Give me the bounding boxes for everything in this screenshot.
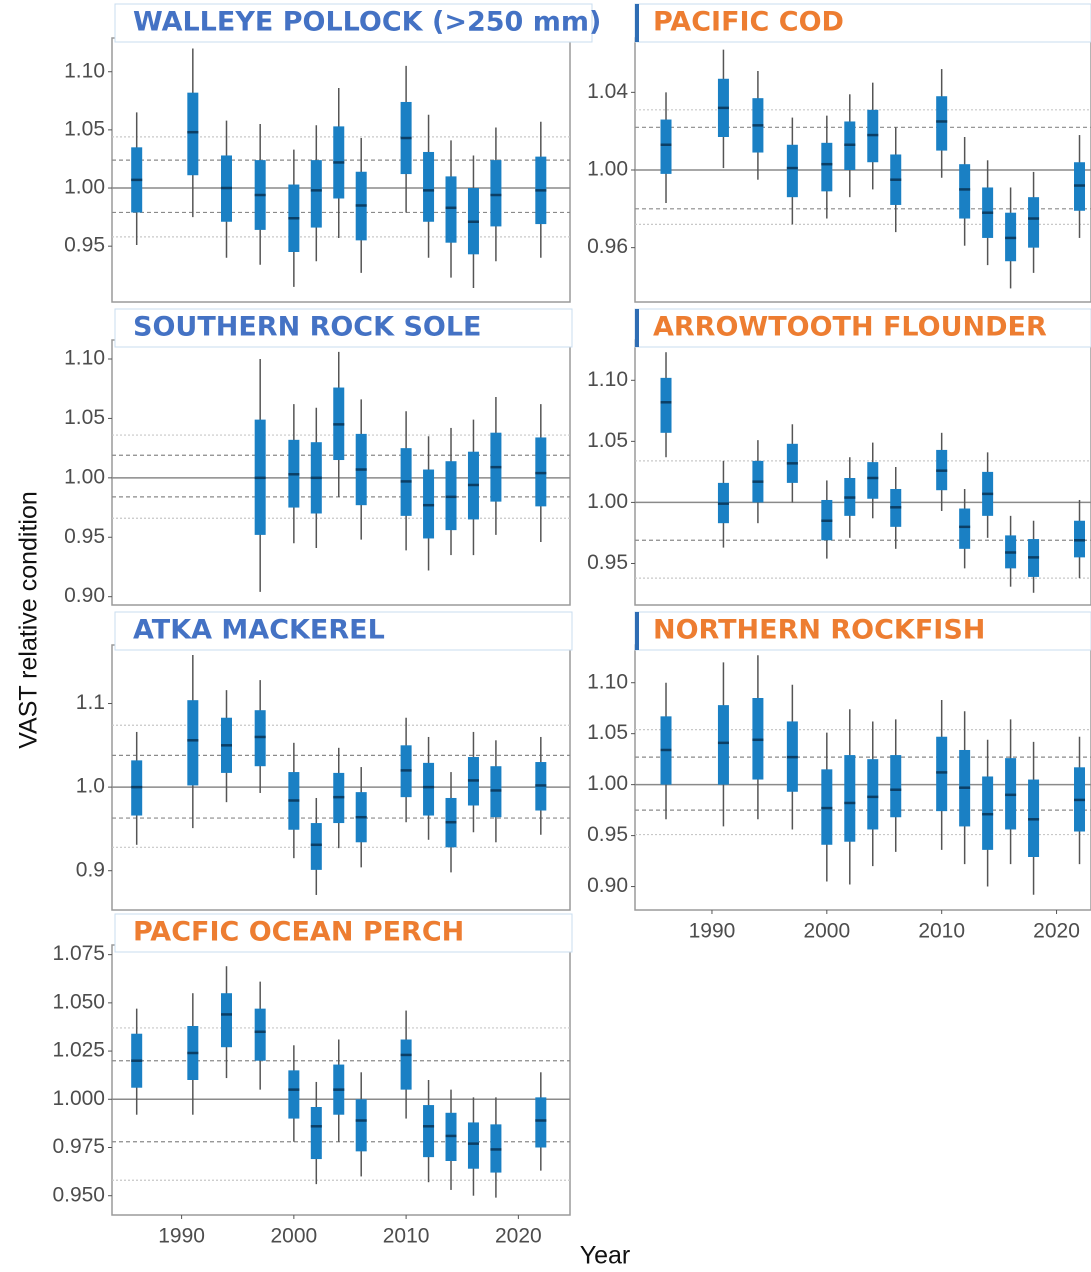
- y-tick-label: 0.950: [52, 1183, 105, 1206]
- y-tick-label: 1.00: [587, 158, 628, 181]
- y-tick-label: 1.050: [52, 990, 105, 1013]
- y-tick-label: 1.075: [52, 942, 105, 965]
- panel: 0.950 0.975 1.000 1.025 1.050 1.075 1990 2000 20…: [52, 913, 573, 1248]
- box: [254, 1008, 266, 1061]
- title-box: [114, 3, 593, 43]
- box: [423, 151, 435, 222]
- panel-title: SOUTHERN ROCK SOLE: [133, 312, 482, 343]
- y-tick-label: 0.90: [587, 874, 628, 897]
- panel-title: PACFIC OCEAN PERCH: [133, 917, 464, 948]
- title-accent: [635, 612, 639, 650]
- y-tick-label: 0.90: [64, 584, 105, 607]
- panel-title: NORTHERN ROCKFISH: [653, 615, 985, 646]
- box: [221, 993, 232, 1048]
- box: [254, 710, 266, 767]
- panel-title: ARROWTOOTH FLOUNDER: [653, 312, 1047, 343]
- title-box: [114, 913, 573, 953]
- y-tick-label: 1.00: [587, 490, 628, 513]
- y-tick-label: 1.025: [52, 1039, 105, 1062]
- x-tick-label: 2020: [1033, 920, 1080, 943]
- x-tick-label: 2000: [803, 920, 850, 943]
- title-accent: [635, 4, 639, 42]
- box: [786, 144, 798, 198]
- box: [355, 1099, 367, 1152]
- x-tick-label: 1990: [689, 920, 736, 943]
- y-tick-label: 1.10: [587, 670, 628, 693]
- x-tick-label: 2020: [495, 1225, 542, 1248]
- title-box: [634, 3, 1091, 43]
- y-tick-label: 1.10: [64, 59, 105, 82]
- box: [310, 160, 322, 228]
- x-tick-label: 2010: [383, 1225, 430, 1248]
- box: [844, 755, 856, 842]
- y-tick-label: 1.00: [64, 465, 105, 488]
- box: [717, 705, 729, 785]
- title-accent: [635, 309, 639, 347]
- box: [187, 92, 199, 176]
- y-tick-label: 1.10: [64, 347, 105, 370]
- title-box: [114, 611, 573, 651]
- box: [959, 508, 971, 549]
- y-tick-label: 0.95: [587, 823, 628, 846]
- box: [288, 1070, 300, 1119]
- y-tick-label: 1.05: [587, 429, 628, 452]
- y-tick-label: 0.95: [64, 234, 105, 257]
- box: [400, 1039, 412, 1090]
- box: [445, 176, 457, 243]
- y-tick-label: 0.95: [587, 551, 628, 574]
- y-tick-label: 1.05: [64, 117, 105, 140]
- box: [660, 119, 672, 174]
- panel: 0.96 1.00 1.04 PACIFIC COD: [587, 3, 1091, 303]
- panel-title: ATKA MACKEREL: [133, 615, 385, 646]
- y-tick-label: 1.05: [587, 721, 628, 744]
- box: [821, 142, 833, 192]
- y-tick-label: 0.975: [52, 1135, 105, 1158]
- box: [423, 762, 435, 816]
- y-tick-label: 1.0: [76, 775, 105, 798]
- panel: 0.95 1.00 1.05 1.10 ARROWTOOTH FLOUNDER: [587, 308, 1091, 606]
- box: [467, 1122, 479, 1169]
- y-tick-label: 1.05: [64, 406, 105, 429]
- panel: 0.90 0.95 1.00 1.05 1.10 1990 2000 2010 2020 NORT…: [587, 611, 1091, 943]
- x-tick-label: 2010: [918, 920, 965, 943]
- box: [890, 755, 902, 818]
- box: [936, 736, 948, 812]
- y-tick-label: 1.000: [52, 1087, 105, 1110]
- plot-frame: [634, 339, 1091, 606]
- x-tick-label: 1990: [158, 1225, 205, 1248]
- box: [959, 164, 971, 219]
- box: [490, 160, 502, 227]
- box: [535, 1097, 547, 1148]
- y-tick-label: 1.00: [64, 176, 105, 199]
- box: [310, 823, 322, 870]
- box: [867, 462, 879, 499]
- panel: 0.90 0.95 1.00 1.05 1.10 SOUTHERN ROCK SOLE: [64, 308, 573, 607]
- box: [187, 700, 199, 786]
- x-axis-label: Year: [580, 1242, 631, 1270]
- box: [936, 96, 948, 151]
- box: [310, 1107, 322, 1160]
- y-tick-label: 1.10: [587, 368, 628, 391]
- y-tick-label: 0.9: [76, 858, 105, 881]
- panel-title: WALLEYE POLLOCK (>250 mm): [133, 7, 601, 38]
- panel: 0.9 1.0 1.1 ATKA MACKEREL: [76, 611, 573, 911]
- box: [1028, 197, 1040, 248]
- x-tick-label: 2000: [270, 1225, 317, 1248]
- panel: 0.95 1.00 1.05 1.10 WALLEYE POLLOCK (>250 mm…: [64, 3, 601, 303]
- panel-title: PACIFIC COD: [653, 7, 844, 38]
- box: [660, 377, 672, 433]
- title-box: [114, 308, 573, 348]
- y-tick-label: 1.00: [587, 772, 628, 795]
- y-tick-label: 1.04: [587, 80, 628, 103]
- y-tick-label: 1.1: [76, 691, 105, 714]
- y-tick-label: 0.96: [587, 235, 628, 258]
- box: [423, 1105, 435, 1158]
- box: [490, 766, 502, 818]
- y-axis-label: VAST relative condition: [15, 491, 43, 749]
- plot-frame: [634, 644, 1091, 911]
- box: [867, 759, 879, 830]
- title-box: [634, 308, 1091, 348]
- y-tick-label: 0.95: [64, 525, 105, 548]
